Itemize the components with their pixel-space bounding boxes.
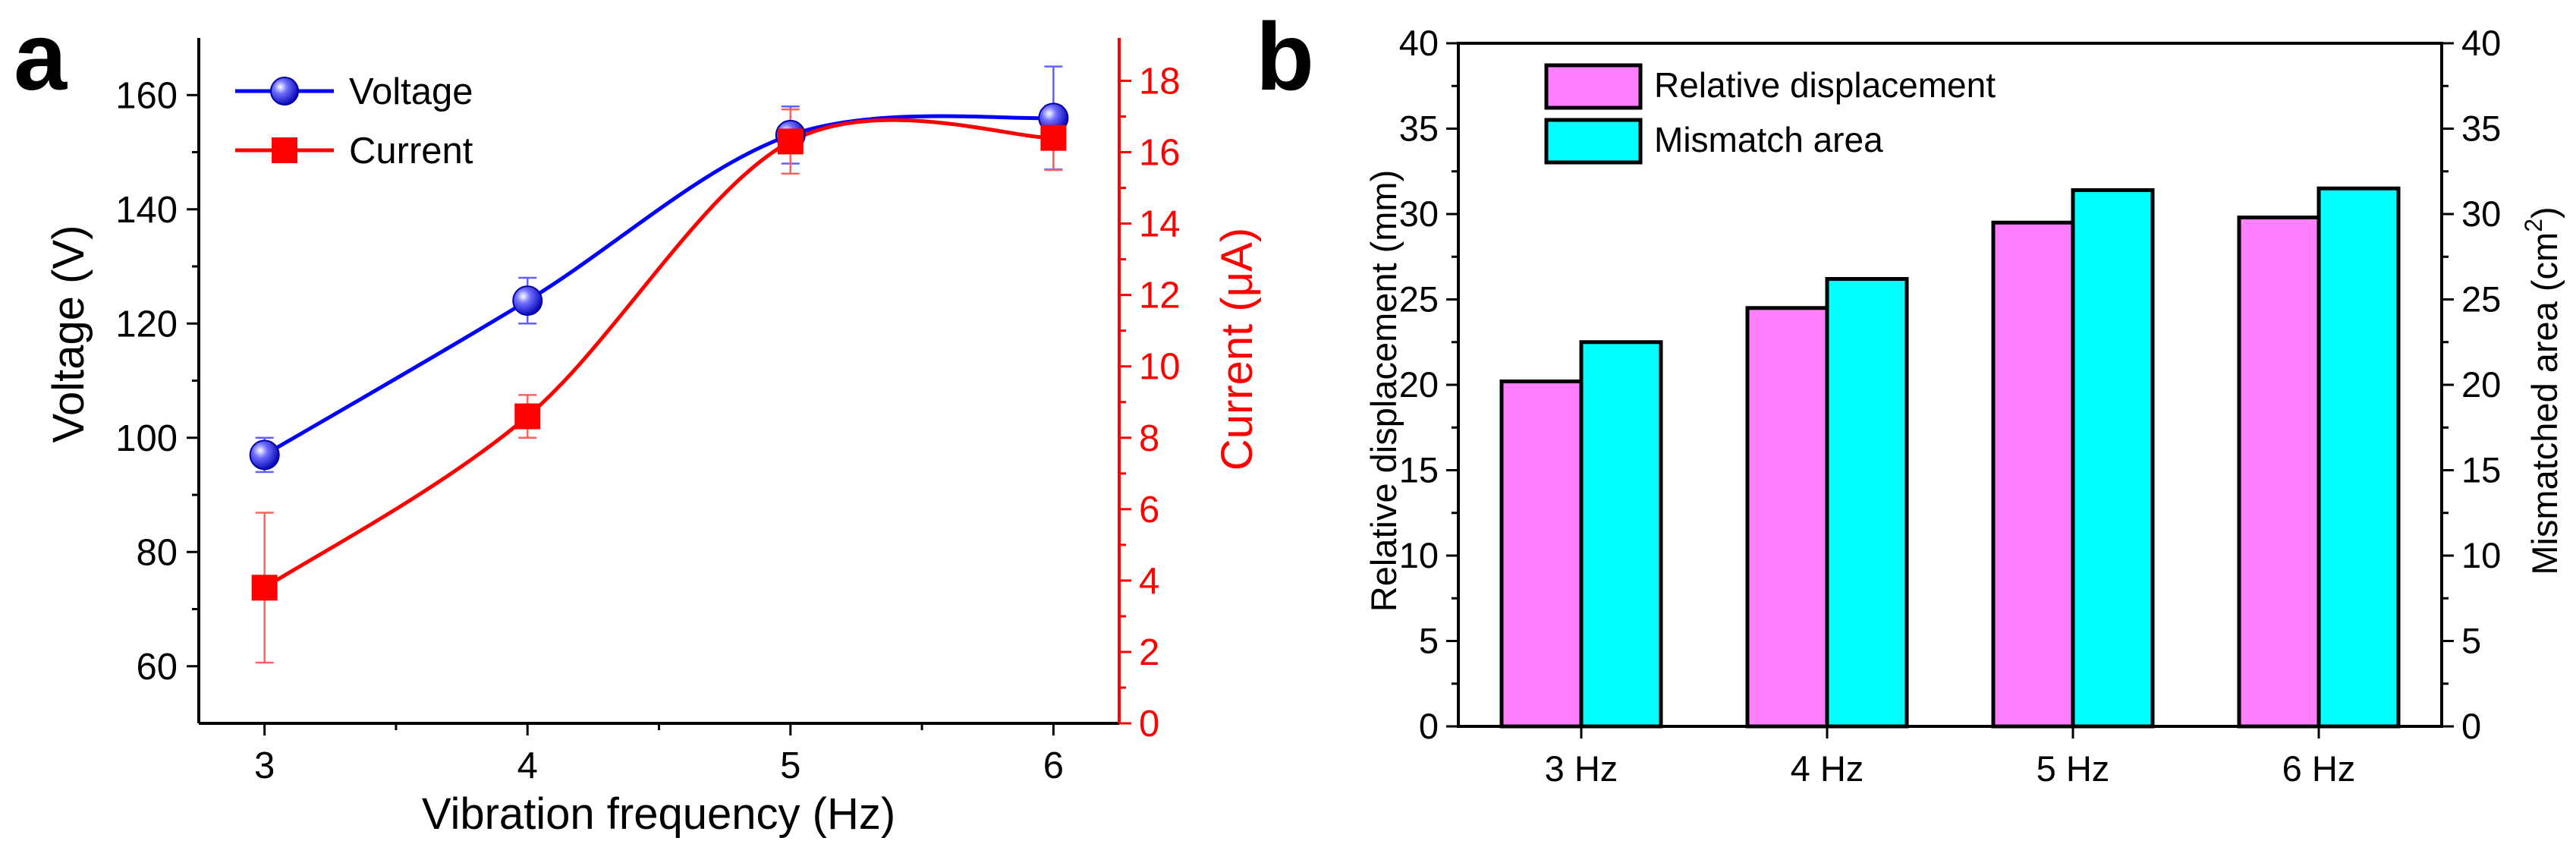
mismatch-area-bar xyxy=(2317,186,2401,729)
y-tick-label: 30 xyxy=(1399,194,1439,234)
panel-b-y2-axis-title-sup: 2 xyxy=(2520,219,2547,232)
panel-b-y2-axis-title: Mismatched area (cm2) xyxy=(2520,206,2565,575)
mismatch-area-bar xyxy=(1825,277,1909,729)
legend-current-label: Current xyxy=(349,131,473,172)
current-curve xyxy=(263,118,1054,590)
y2-tick-label: 10 xyxy=(1139,347,1181,388)
y2-tick-label: 10 xyxy=(2461,535,2501,575)
y-tick-label: 25 xyxy=(1399,279,1439,320)
panel-a-axes xyxy=(197,38,1121,725)
y2-tick-label: 2 xyxy=(1139,632,1159,673)
relative-displacement-bar xyxy=(1499,380,1584,729)
current-point xyxy=(777,128,804,155)
panel-b-label: b xyxy=(1256,3,1314,110)
legend-relative-displacement-label: Relative displacement xyxy=(1654,65,1996,105)
voltage-point xyxy=(249,439,280,471)
panel-b-y2-axis-title-end: ) xyxy=(2524,206,2565,219)
y2-tick-label: 16 xyxy=(1139,133,1181,174)
y-tick-label: 5 xyxy=(1419,621,1439,661)
panel-a-legend: Voltage Current xyxy=(235,71,473,172)
relative-displacement-bar xyxy=(1745,306,1829,729)
y2-tick-label: 8 xyxy=(1139,418,1159,459)
x-tick-label: 5 xyxy=(780,745,800,786)
y-tick-label: 10 xyxy=(1399,535,1439,575)
y-tick-label: 100 xyxy=(115,418,178,459)
mismatch-area-bar xyxy=(1579,340,1663,729)
panel-b-chart: 3 Hz 4 Hz 5 Hz 6 Hz 0 5 10 15 20 25 30 35 40 0 5 10 15 20… xyxy=(1363,23,2565,789)
legend-relative-displacement-swatch-icon xyxy=(1544,63,1643,110)
y2-tick-label: 5 xyxy=(2461,621,2481,661)
y-tick-label: 15 xyxy=(1399,450,1439,490)
y2-tick-label: 35 xyxy=(2461,109,2501,149)
panel-a-y2-axis-title: Current (μA) xyxy=(1213,228,1262,471)
x-tick-label: 3 xyxy=(254,745,275,786)
y2-tick-label: 15 xyxy=(2461,450,2501,490)
x-tick-label: 5 Hz xyxy=(2037,748,2110,789)
panel-a-y-axis-title: Voltage (V) xyxy=(44,225,93,443)
y2-tick-label: 25 xyxy=(2461,279,2501,320)
panel-b-legend: Relative displacement Mismatch area xyxy=(1544,63,1996,165)
legend-voltage-label: Voltage xyxy=(349,71,473,112)
current-point xyxy=(251,575,278,601)
x-tick-label: 6 Hz xyxy=(2282,748,2356,789)
y-tick-label: 140 xyxy=(115,190,178,231)
panel-b-y-axis-title: Relative displacement (mm) xyxy=(1363,170,1404,612)
mismatch-area-bar xyxy=(2071,188,2155,729)
legend-voltage-marker-icon xyxy=(270,77,299,106)
y2-tick-label: 0 xyxy=(1139,704,1159,745)
voltage-curve xyxy=(263,114,1054,457)
panel-a-chart: 3 4 5 6 60 80 100 120 140 160 0 2 4 6 8 10 12 14 16 18 Vibr… xyxy=(44,38,1262,839)
relative-displacement-bar xyxy=(2237,216,2321,729)
legend-current-marker-icon xyxy=(272,137,297,163)
y2-tick-label: 18 xyxy=(1139,61,1181,102)
y-tick-label: 20 xyxy=(1399,364,1439,405)
y2-tick-label: 4 xyxy=(1139,561,1159,602)
y2-tick-label: 40 xyxy=(2461,23,2501,63)
legend-mismatch-area-swatch-icon xyxy=(1544,118,1643,165)
x-tick-label: 3 Hz xyxy=(1545,748,1618,789)
current-point xyxy=(514,403,541,430)
y2-tick-label: 20 xyxy=(2461,364,2501,405)
legend-mismatch-area-label: Mismatch area xyxy=(1654,120,1883,159)
y2-tick-label: 14 xyxy=(1139,204,1181,245)
current-point xyxy=(1040,124,1067,151)
y-tick-label: 35 xyxy=(1399,109,1439,149)
panel-a-x-axis-title: Vibration frequency (Hz) xyxy=(422,789,895,839)
y-tick-label: 120 xyxy=(115,304,178,345)
x-tick-label: 4 Hz xyxy=(1791,748,1864,789)
y-tick-label: 60 xyxy=(136,647,178,688)
voltage-point xyxy=(512,285,543,317)
y2-tick-label: 30 xyxy=(2461,194,2501,234)
panel-a-label: a xyxy=(14,3,68,110)
y-tick-label: 40 xyxy=(1399,23,1439,63)
x-tick-label: 4 xyxy=(517,745,538,786)
y2-tick-label: 12 xyxy=(1139,276,1181,317)
x-tick-label: 6 xyxy=(1043,745,1064,786)
y-tick-label: 0 xyxy=(1419,706,1439,746)
panel-b-y2-axis-title-base: Mismatched area (cm xyxy=(2524,232,2565,575)
y2-tick-label: 0 xyxy=(2461,706,2481,746)
y2-tick-label: 6 xyxy=(1139,490,1159,531)
y-tick-label: 160 xyxy=(115,75,178,116)
relative-displacement-bar xyxy=(1991,220,2075,729)
y-tick-label: 80 xyxy=(136,532,178,573)
